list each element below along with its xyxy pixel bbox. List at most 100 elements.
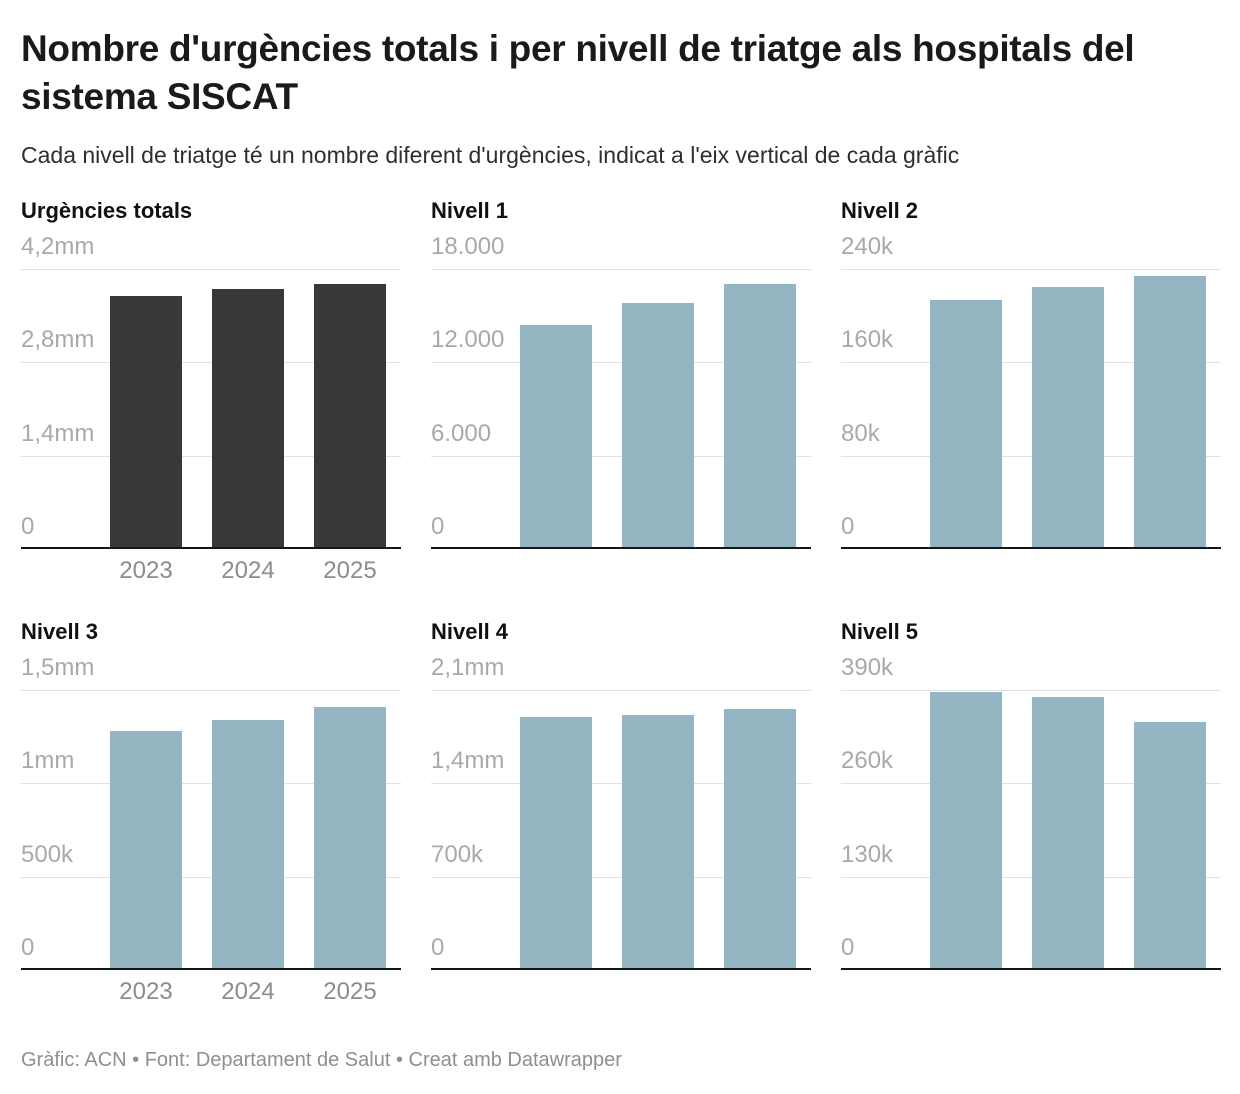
x-tick-label-2024: 2024 [221, 557, 275, 584]
y-tick-label: 80k [841, 419, 880, 447]
chart-cell-nivell-5: Nivell 5 390k 260k 130k 0 [841, 619, 1221, 1008]
bar-2024 [622, 303, 694, 547]
x-tick-label-2025: 2025 [323, 978, 377, 1005]
y-tick-label: 0 [841, 934, 855, 961]
chart-plot-area: 1,5mm 1mm 500k 0 [21, 656, 401, 970]
bars-group [110, 707, 386, 968]
x-tick-label-2024: 2024 [221, 978, 275, 1005]
y-tick-label: 160k [841, 326, 894, 354]
bars-group [930, 692, 1206, 968]
bar-2024 [1032, 697, 1104, 968]
bars-group [520, 284, 796, 547]
y-tick-label: 0 [431, 934, 445, 961]
y-tick-label: 1mm [21, 747, 75, 775]
y-tick-label: 500k [21, 840, 74, 868]
bars-group [110, 284, 386, 547]
bar-2025 [314, 707, 386, 968]
y-tick-label: 260k [841, 747, 894, 775]
y-tick-label: 0 [841, 513, 855, 540]
y-tick-label: 1,4mm [431, 747, 505, 775]
chart-plot-area: 240k 160k 80k 0 [841, 235, 1221, 549]
bar-2023 [930, 300, 1002, 547]
bar-2025 [314, 284, 386, 547]
bars-group [930, 276, 1206, 547]
chart-plot-area: 390k 260k 130k 0 [841, 656, 1221, 970]
chart-plot-area: 4,2mm 2,8mm 1,4mm 0 [21, 235, 401, 549]
bar-2023 [520, 325, 592, 547]
y-tick-label: 0 [21, 513, 35, 540]
y-tick-label: 18.000 [431, 233, 505, 260]
gridline-top [21, 269, 401, 270]
chart-cell-nivell-4: Nivell 4 2,1mm 1,4mm 700k 0 [431, 619, 811, 1008]
bar-2024 [1032, 287, 1104, 547]
chart-cell-title: Urgències totals [21, 198, 193, 223]
y-tick-label: 0 [431, 513, 445, 540]
bar-2024 [622, 715, 694, 968]
chart-cell-nivell-3: Nivell 3 1,5mm 1mm 500k 0 2023 2024 2025 [21, 619, 401, 1008]
y-tick-label: 1,5mm [21, 654, 95, 681]
x-axis-labels-row: 2023 2024 2025 [110, 978, 386, 1006]
y-tick-label: 12.000 [431, 326, 505, 354]
gridline [841, 362, 1221, 364]
y-tick-label: 2,8mm [21, 326, 95, 354]
gridline [431, 455, 811, 457]
y-tick-label: 6.000 [431, 419, 492, 447]
gridline [431, 362, 811, 364]
gridline [841, 783, 1221, 785]
chart-plot-area: 2,1mm 1,4mm 700k 0 [431, 656, 811, 970]
bar-2023 [930, 692, 1002, 968]
page-subtitle: Cada nivell de triatge té un nombre dife… [21, 142, 960, 168]
bar-2023 [110, 731, 182, 968]
gridline [21, 876, 401, 878]
gridline [21, 362, 401, 364]
chart-cell-title: Nivell 1 [431, 198, 509, 223]
gridline-top [841, 690, 1221, 691]
y-tick-label: 700k [431, 840, 484, 868]
page-title: Nombre d'urgències totals i per nivell d… [21, 28, 1135, 117]
x-axis-labels-row: 2023 2024 2025 [110, 557, 386, 585]
bar-2025 [1134, 276, 1206, 547]
bars-group [520, 709, 796, 968]
gridline-top [841, 269, 1221, 270]
chart-cell-nivell-2: Nivell 2 240k 160k 80k 0 [841, 198, 1221, 587]
chart-cell-title: Nivell 2 [841, 198, 919, 223]
gridline-top [431, 690, 811, 691]
y-tick-label: 2,1mm [431, 654, 505, 681]
chart-header: Nombre d'urgències totals i per nivell d… [21, 25, 1221, 169]
chart-plot-area: 18.000 12.000 6.000 0 [431, 235, 811, 549]
y-tick-label: 4,2mm [21, 233, 95, 260]
gridline-top [431, 269, 811, 270]
gridline [841, 455, 1221, 457]
y-tick-label: 0 [21, 934, 35, 961]
gridline [431, 783, 811, 785]
bar-2025 [1134, 722, 1206, 968]
bar-2024 [212, 289, 284, 547]
page: Nombre d'urgències totals i per nivell d… [21, 25, 1221, 1071]
chart-cell-title: Nivell 3 [21, 619, 99, 644]
gridline [841, 876, 1221, 878]
chart-cell-title: Nivell 4 [431, 619, 509, 644]
attribution-footer: Gràfic: ACN • Font: Departament de Salut… [21, 1049, 622, 1071]
y-tick-label: 1,4mm [21, 419, 95, 447]
y-tick-label: 130k [841, 840, 894, 868]
x-axis-labels: 2023 2024 2025 [21, 978, 401, 1008]
y-tick-label: 390k [841, 654, 894, 681]
x-tick-label-2025: 2025 [323, 557, 377, 584]
small-multiples-grid: Urgències totals 4,2mm 2,8mm 1,4mm 0 2023 20… [21, 198, 1221, 1008]
x-tick-label-2023: 2023 [119, 978, 173, 1005]
bar-2023 [520, 717, 592, 968]
bar-2024 [212, 720, 284, 968]
gridline-top [21, 690, 401, 691]
chart-cell-urg-ncies-totals: Urgències totals 4,2mm 2,8mm 1,4mm 0 2023 20… [21, 198, 401, 587]
x-axis-labels: 2023 2024 2025 [21, 557, 401, 587]
gridline [21, 455, 401, 457]
bar-2023 [110, 296, 182, 547]
chart-cell-title: Nivell 5 [841, 619, 919, 644]
gridline [431, 876, 811, 878]
gridline [21, 783, 401, 785]
y-tick-label: 240k [841, 233, 894, 260]
x-tick-label-2023: 2023 [119, 557, 173, 584]
chart-cell-nivell-1: Nivell 1 18.000 12.000 6.000 0 [431, 198, 811, 587]
bar-2025 [724, 284, 796, 547]
bar-2025 [724, 709, 796, 968]
